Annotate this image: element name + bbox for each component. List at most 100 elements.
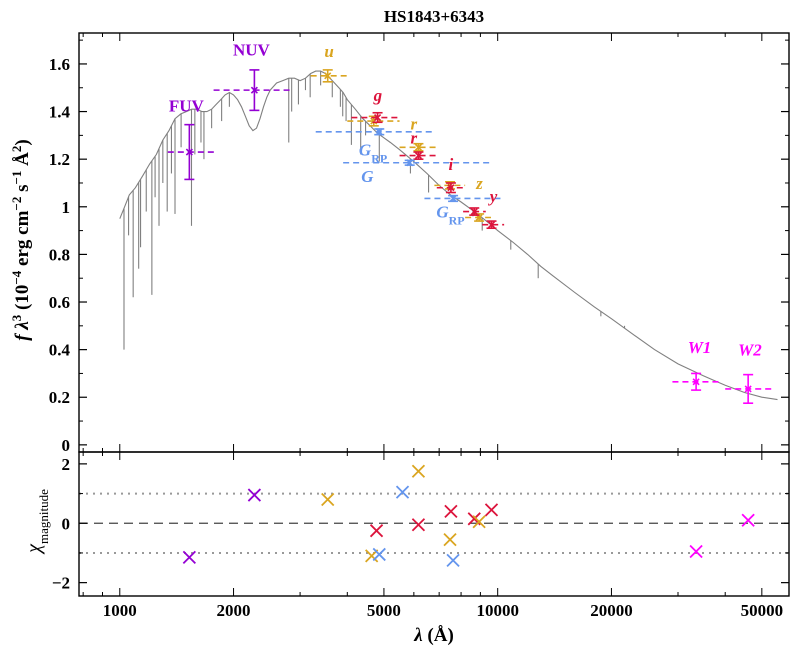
bottom-panel: 1000 2000 5000 10000 20000 50000 −2 0 2: [52, 451, 790, 620]
band-label-text: g: [373, 86, 383, 105]
x-tick-label: 20000: [590, 601, 633, 620]
photometry-point-nuv: [213, 69, 291, 112]
top-y-tick-label: 0.8: [49, 245, 70, 264]
x-tick-label: 10000: [476, 601, 519, 620]
photometry-point-r-ps1: [399, 151, 437, 160]
photometry-marker: [375, 128, 383, 136]
top-y-tick-label: 0: [62, 436, 71, 455]
band-label-11: GRP: [436, 203, 464, 228]
band-label-text: i: [449, 155, 454, 174]
photometry-point-g-ps1: [351, 111, 400, 124]
residual-marker-w1: [689, 544, 703, 559]
band-label-3: g: [373, 86, 383, 105]
photometry-marker: [744, 385, 752, 393]
band-label-text: G: [436, 203, 449, 222]
top-y-tick-label: 0.6: [49, 293, 70, 312]
photometry-marker: [414, 152, 423, 160]
photometry-marker: [449, 194, 457, 203]
band-label-9: z: [475, 174, 483, 193]
residual-marker-z-sdss: [472, 515, 486, 529]
residual-marker-fuv: [182, 550, 196, 565]
photometry-marker: [324, 72, 332, 80]
band-label-text: r: [411, 114, 418, 133]
residual-marker-gbp: [372, 547, 386, 562]
top-y-tick-label: 0.2: [49, 388, 70, 407]
residual-marker-grp: [446, 553, 460, 568]
band-label-text: r: [411, 129, 418, 148]
top-y-tick-label: 1.2: [49, 150, 70, 169]
residual-marker-g: [395, 485, 410, 499]
top-y-tick-label: 1.4: [49, 103, 71, 122]
band-label-text: y: [488, 187, 498, 206]
band-label-subscript: RP: [449, 214, 465, 228]
photometry-marker: [447, 184, 455, 192]
x-tick-label: 1000: [103, 601, 137, 620]
photometry-point-y-ps1: [482, 220, 505, 230]
photometry-marker: [414, 143, 423, 151]
photometry-point-w1: [672, 372, 719, 391]
photometry-marker: [185, 148, 193, 156]
band-label-text: W2: [738, 341, 762, 360]
x-axis-label: λ (Å): [413, 625, 454, 646]
residual-marker-nuv: [247, 488, 262, 502]
photometry-point-w2: [725, 373, 772, 404]
band-label-1: NUV: [233, 41, 271, 60]
residual-marker-u: [321, 492, 335, 507]
band-label-0: FUV: [169, 97, 205, 116]
band-label-subscript: RP: [371, 152, 387, 166]
band-label-10: y: [488, 187, 498, 206]
band-label-8: i: [449, 155, 454, 174]
band-label-text: G: [359, 141, 372, 160]
band-label-text: z: [475, 174, 483, 193]
photometry-point-g: [343, 159, 493, 167]
residual-marker-i-sdss: [443, 532, 457, 547]
x-tick-label: 50000: [741, 601, 784, 620]
residual-marker-i-ps1: [444, 504, 458, 519]
x-tick-label: 2000: [217, 601, 251, 620]
band-label-6: GRP: [359, 141, 387, 166]
residual-points: [182, 464, 755, 568]
bottom-y-tick-label: −2: [52, 574, 70, 593]
bottom-y-tick-label: 0: [62, 514, 71, 533]
x-tick-label: 5000: [367, 601, 401, 620]
photometry-marker: [406, 159, 414, 167]
residual-marker-r-ps1: [411, 518, 426, 532]
photometry-marker: [470, 207, 478, 216]
model-spectrum-line: [119, 70, 778, 401]
band-label-12: W1: [688, 338, 712, 357]
model-spectrum: [119, 70, 778, 401]
photometry-point-u: [310, 69, 348, 83]
band-label-4: r: [411, 114, 418, 133]
band-label-7: G: [361, 167, 374, 186]
bottom-y-tick-label: 2: [62, 455, 71, 474]
photometry-point-r-sdss: [399, 142, 437, 152]
top-y-tick-label: 1: [62, 198, 71, 217]
top-y-axis-label: f λ3 (10−4 erg cm−2 s−1 Å2): [9, 139, 34, 340]
photometry-point-i-ps1: [436, 182, 466, 194]
photometry-point-gbp: [315, 128, 435, 136]
photometry-marker: [250, 86, 258, 94]
band-label-text: NUV: [233, 41, 271, 60]
band-label-text: u: [324, 42, 333, 61]
photometry-marker: [374, 113, 382, 122]
residual-marker-r-sdss: [411, 464, 426, 478]
band-label-2: u: [324, 42, 333, 61]
photometry-point-fuv: [167, 123, 215, 181]
photometry-points: [167, 69, 772, 404]
chart-title: HS1843+6343: [384, 7, 484, 26]
residual-marker-y-ps1: [484, 503, 499, 517]
band-label-text: G: [361, 167, 374, 186]
residual-marker-g-ps1: [369, 524, 384, 538]
photometry-marker: [692, 378, 700, 386]
top-y-tick-label: 0.4: [49, 341, 71, 360]
photometry-marker: [487, 221, 496, 229]
bottom-panel-frame: [78, 451, 790, 597]
top-y-tick-label: 1.6: [49, 55, 70, 74]
band-label-5: r: [411, 129, 418, 148]
band-label-text: W1: [688, 338, 712, 357]
band-label-13: W2: [738, 341, 762, 360]
photometry-point-grp: [424, 194, 503, 203]
residual-marker-w2: [741, 513, 755, 527]
